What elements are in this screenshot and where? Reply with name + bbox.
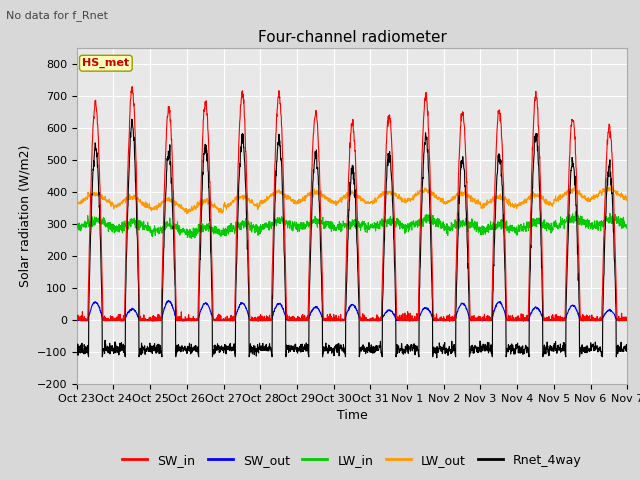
LW_out [227, 200, 234, 205]
SW_in [513, 318, 520, 324]
Line: LW_in: LW_in [77, 212, 627, 239]
SW_out [623, 317, 631, 323]
LW_in [227, 226, 234, 232]
Text: HS_met: HS_met [83, 58, 129, 68]
Y-axis label: Solar radiation (W/m2): Solar radiation (W/m2) [18, 145, 31, 287]
Rnet_4way [575, 297, 583, 303]
SW_out [118, 318, 126, 324]
LW_out [73, 199, 81, 204]
SW_out [73, 317, 81, 323]
LW_in [512, 228, 520, 233]
LW_in [380, 223, 388, 228]
Rnet_4way [591, 346, 598, 352]
Rnet_4way [227, 346, 234, 351]
SW_in [591, 318, 598, 324]
LW_out [590, 195, 598, 201]
Line: LW_out: LW_out [77, 187, 627, 214]
Line: Rnet_4way: Rnet_4way [77, 119, 627, 358]
SW_in [380, 205, 388, 211]
LW_out [183, 211, 191, 216]
LW_in [73, 224, 81, 230]
SW_out [369, 317, 376, 323]
Rnet_4way [380, 251, 388, 256]
LW_in [623, 226, 631, 231]
Rnet_4way [73, 344, 81, 350]
SW_out [591, 317, 598, 323]
Rnet_4way [368, 344, 376, 349]
SW_out [380, 312, 388, 318]
SW_out [227, 316, 235, 322]
Line: SW_out: SW_out [77, 300, 627, 321]
LW_out [368, 199, 376, 204]
Rnet_4way [623, 347, 631, 352]
LW_out [380, 191, 388, 196]
Rnet_4way [513, 345, 520, 350]
LW_out [623, 193, 631, 199]
Rnet_4way [128, 116, 136, 122]
Legend: SW_in, SW_out, LW_in, LW_out, Rnet_4way: SW_in, SW_out, LW_in, LW_out, Rnet_4way [117, 449, 587, 472]
SW_in [227, 318, 235, 324]
LW_out [607, 184, 615, 190]
Line: SW_in: SW_in [77, 87, 627, 321]
Rnet_4way [433, 355, 440, 361]
SW_out [164, 298, 172, 303]
SW_in [74, 318, 81, 324]
LW_out [575, 191, 582, 196]
SW_in [129, 84, 136, 90]
Title: Four-channel radiometer: Four-channel radiometer [257, 30, 447, 46]
LW_in [572, 209, 579, 215]
LW_in [188, 236, 195, 241]
X-axis label: Time: Time [337, 409, 367, 422]
LW_in [575, 222, 583, 228]
SW_in [73, 318, 81, 324]
SW_out [575, 313, 583, 319]
LW_in [591, 219, 598, 225]
LW_in [368, 222, 376, 228]
SW_in [369, 315, 376, 321]
SW_in [575, 262, 583, 267]
SW_out [513, 318, 520, 324]
SW_in [623, 318, 631, 324]
Text: No data for f_Rnet: No data for f_Rnet [6, 10, 108, 21]
LW_out [512, 202, 520, 208]
